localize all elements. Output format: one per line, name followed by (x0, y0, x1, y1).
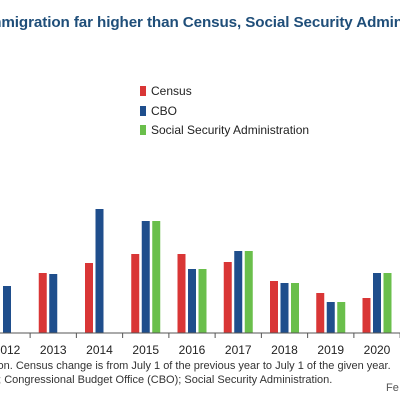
x-tick-label-2014: 2014 (86, 343, 113, 357)
x-tick-label-2018: 2018 (271, 343, 298, 357)
bar-cbo-2015 (141, 221, 150, 333)
legend-label-census: Census (151, 84, 192, 98)
chart-title: mmigration far higher than Census, Socia… (0, 14, 400, 31)
bar-social-security-administration-2015 (152, 221, 161, 333)
legend-item-cbo: CBO (140, 102, 309, 122)
x-tick-label-2013: 2013 (40, 343, 67, 357)
bar-census-2016 (177, 254, 186, 333)
legend-item-census: Census (140, 82, 309, 102)
bar-social-security-administration-2019 (337, 302, 346, 333)
bar-cbo-2014 (95, 209, 104, 333)
bar-cbo-2012 (3, 286, 11, 333)
bar-cbo-2017 (234, 251, 243, 333)
bar-census-2013 (38, 273, 47, 333)
bar-cbo-2018 (280, 283, 289, 333)
bar-social-security-administration-2017 (244, 251, 253, 333)
bar-social-security-administration-2018 (291, 283, 299, 333)
legend-swatch-cbo (140, 105, 146, 116)
x-tick-label-2017: 2017 (225, 343, 252, 357)
bar-cbo-2019 (326, 302, 335, 333)
x-tick-label-2019: 2019 (317, 343, 344, 357)
bar-cbo-2016 (188, 269, 196, 333)
footnote-line-1: tion. Census change is from July 1 of th… (0, 360, 391, 372)
bar-census-2014 (85, 263, 93, 333)
legend-swatch-census (140, 86, 146, 96)
x-tick-label-2016: 2016 (179, 343, 206, 357)
bar-census-2020 (362, 298, 371, 333)
x-tick-label-2015: 2015 (132, 343, 159, 357)
legend-label-ssa: Social Security Administration (151, 123, 310, 137)
legend-label-cbo: CBO (151, 103, 178, 118)
bar-social-security-administration-2016 (198, 269, 207, 333)
bar-census-2015 (131, 254, 140, 333)
legend-swatch-ssa (140, 125, 146, 135)
legend-item-ssa: Social Security Administration (140, 121, 309, 141)
chart-legend: Census CBO Social Security Administratio… (140, 82, 309, 141)
source-line: u; Congressional Budget Office (CBO); So… (0, 374, 333, 386)
bar-census-2019 (316, 293, 325, 333)
bar-social-security-administration-2020 (383, 273, 392, 333)
x-tick-label-2012: 2012 (0, 343, 21, 357)
bar-cbo-2013 (49, 274, 58, 333)
x-tick-label-2020: 2020 (364, 343, 391, 357)
bar-census-2017 (223, 262, 232, 333)
credit-text: Fe (386, 382, 399, 394)
bar-cbo-2020 (373, 273, 381, 333)
bar-census-2018 (270, 281, 278, 333)
